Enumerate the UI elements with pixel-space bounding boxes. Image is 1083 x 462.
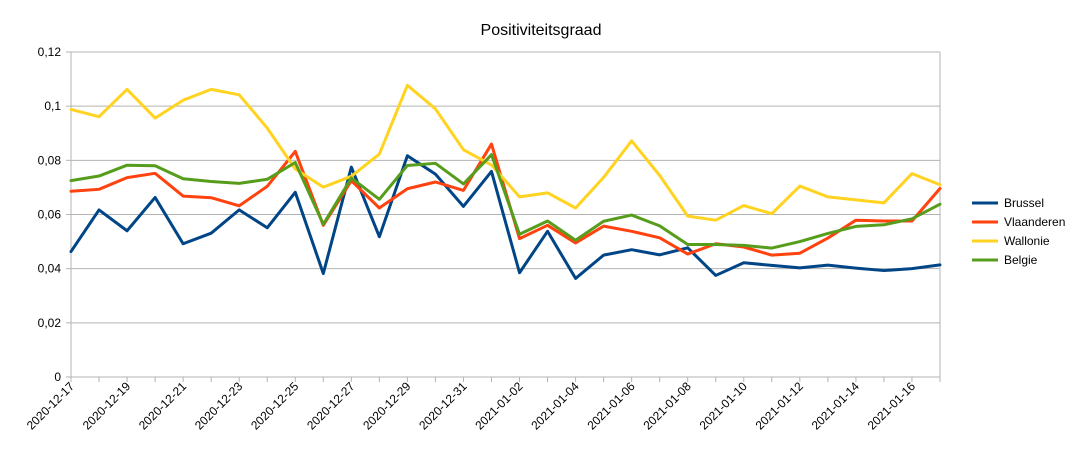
y-tick-label: 0,08 <box>38 153 62 167</box>
series-line-wallonie <box>69 83 942 222</box>
x-tick-label: 2020-12-31 <box>416 379 470 433</box>
x-tick-label: 2020-12-23 <box>192 379 246 433</box>
x-tick-label: 2020-12-21 <box>136 379 190 433</box>
x-tick-label: 2020-12-17 <box>24 379 78 433</box>
y-tick-label: 0,1 <box>44 99 61 113</box>
y-tick-label: 0 <box>54 370 61 384</box>
chart-title: Positiviteitsgraad <box>481 22 602 39</box>
series-lines <box>69 83 942 280</box>
x-tick-label: 2021-01-14 <box>809 379 863 433</box>
x-tick-label: 2021-01-12 <box>753 379 807 433</box>
y-tick-label: 0,12 <box>38 45 62 59</box>
x-tick-label: 2021-01-16 <box>865 379 919 433</box>
legend-label-wallonie: Wallonie <box>1004 234 1050 248</box>
x-tick-label: 2021-01-04 <box>528 379 582 433</box>
legend: Brussel Vlaanderen Wallonie Belgie <box>972 196 1065 267</box>
x-tick-label: 2020-12-19 <box>80 379 134 433</box>
x-tick-label: 2021-01-10 <box>697 379 751 433</box>
legend-label-belgie: Belgie <box>1004 253 1038 267</box>
series-line-belgie <box>69 153 942 250</box>
y-tick-label: 0,06 <box>38 208 62 222</box>
x-tick-label: 2021-01-08 <box>641 379 695 433</box>
x-tick-label: 2020-12-29 <box>360 379 414 433</box>
grid-lines <box>71 51 940 378</box>
y-tick-label: 0,04 <box>38 262 62 276</box>
x-tick-label: 2021-01-06 <box>584 379 638 433</box>
y-tick-label: 0,02 <box>38 316 62 330</box>
series-line-brussel <box>69 154 942 280</box>
legend-label-brussel: Brussel <box>1004 196 1044 210</box>
legend-label-vlaanderen: Vlaanderen <box>1004 215 1065 229</box>
x-tick-label: 2021-01-02 <box>472 379 526 433</box>
x-tick-label: 2020-12-27 <box>304 379 358 433</box>
x-tick-label: 2020-12-25 <box>248 379 302 433</box>
